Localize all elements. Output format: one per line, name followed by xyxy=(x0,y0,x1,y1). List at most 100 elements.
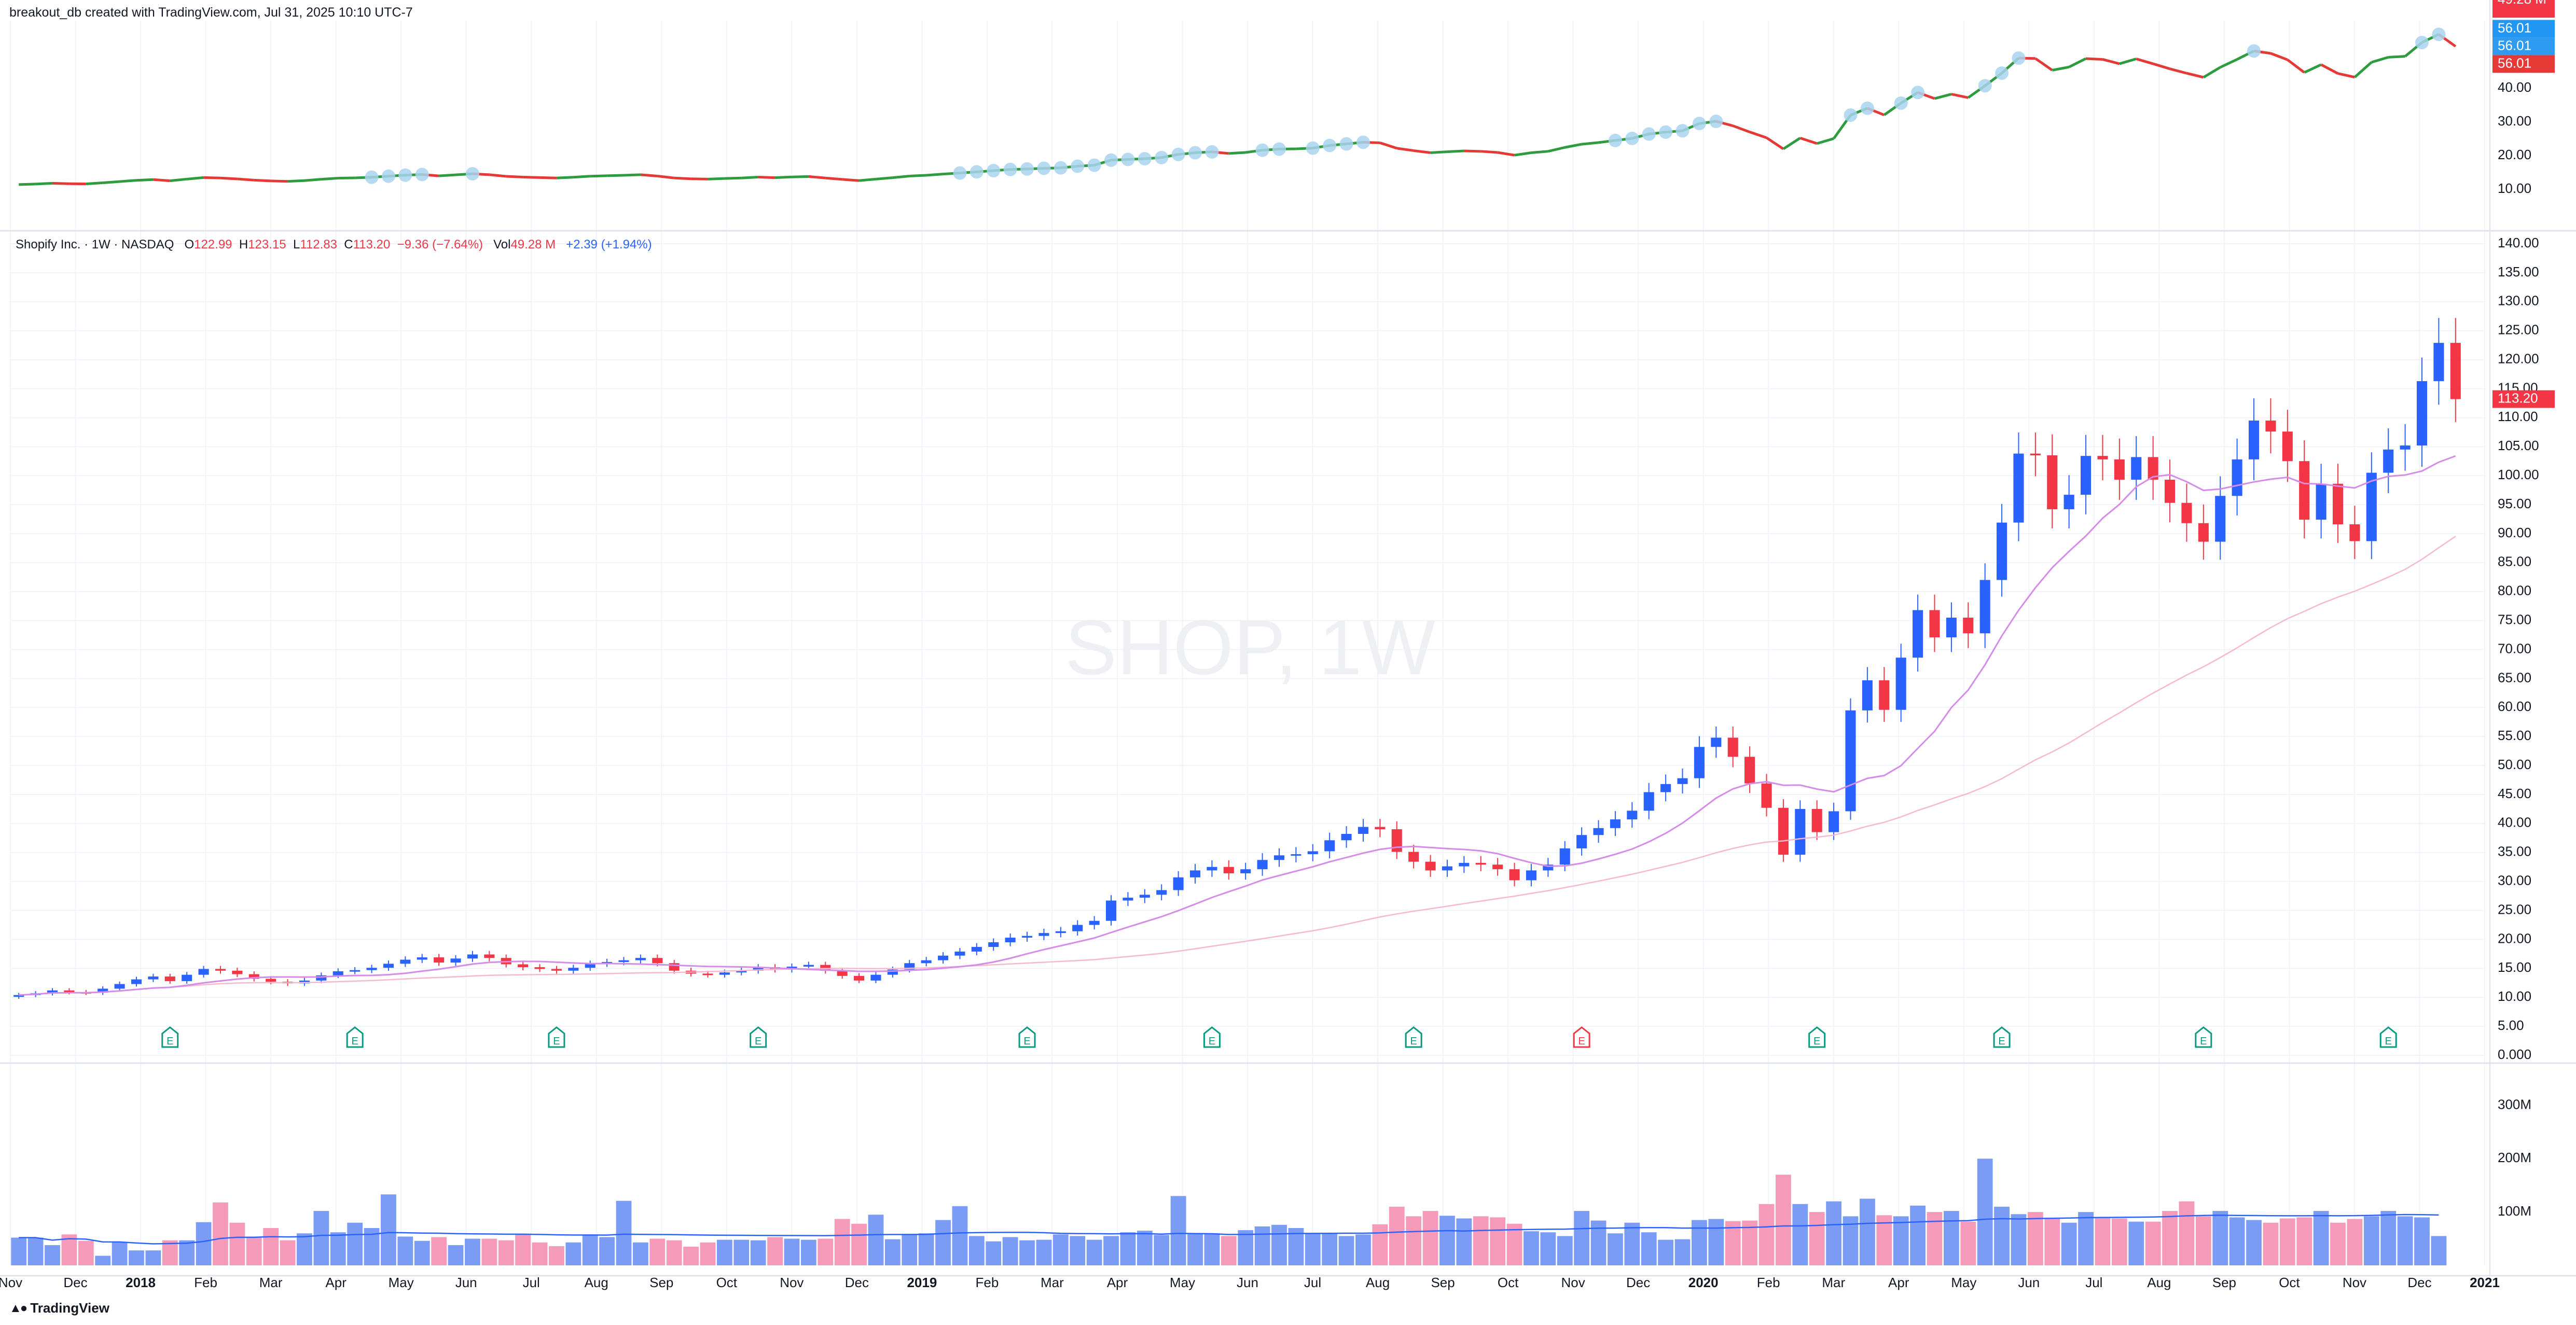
earnings-marker-label: E xyxy=(2200,1036,2207,1047)
rs-new-high-dot xyxy=(1978,79,1992,93)
rs-segment xyxy=(2353,61,2373,78)
time-tick-label: 2020 xyxy=(1688,1275,1719,1290)
candle xyxy=(1677,778,1688,784)
rs-segment xyxy=(2136,58,2154,65)
rs-segment xyxy=(321,177,338,181)
rs-new-high-dot xyxy=(1675,124,1689,138)
rs-segment xyxy=(2186,72,2204,79)
time-tick-label: May xyxy=(1951,1275,1976,1290)
candle xyxy=(1358,827,1369,834)
volume-axis[interactable]: 100M 200M 300M xyxy=(2498,1096,2531,1219)
volume-bar xyxy=(1439,1216,1455,1265)
rs-segment xyxy=(1732,124,1750,133)
volume-bar xyxy=(2431,1236,2447,1265)
candle xyxy=(1123,897,1133,901)
rs-segment xyxy=(103,180,120,184)
candle xyxy=(1509,869,1520,881)
tradingview-logo[interactable]: ▲● TradingView xyxy=(9,1300,109,1316)
price-tick-label: 65.00 xyxy=(2498,670,2531,685)
volume-bar xyxy=(1187,1233,1203,1265)
volume-bar xyxy=(1473,1216,1489,1265)
attribution-text: breakout_db created with TradingView.com… xyxy=(9,5,413,20)
time-tick-label: Dec xyxy=(1626,1275,1650,1290)
candle xyxy=(2181,503,2192,523)
candle xyxy=(1543,864,1554,871)
time-axis[interactable]: Nov Dec 2018 Feb Mar Apr May Jun Jul Aug Sep Oct Nov… xyxy=(0,1275,2500,1290)
rs-segment xyxy=(657,174,674,179)
volume-bar xyxy=(280,1240,296,1265)
candle xyxy=(383,964,394,968)
price-tick-label: 30.00 xyxy=(2498,873,2531,888)
rs-new-high-dot xyxy=(1911,86,1925,100)
time-tick-label: Jul xyxy=(2085,1275,2102,1290)
rs-segment xyxy=(2320,63,2339,75)
candle xyxy=(1913,610,1923,658)
time-tick-label: Sep xyxy=(649,1275,673,1290)
symbol-watermark: SHOP, 1W xyxy=(1065,604,1436,691)
candle xyxy=(417,957,427,960)
rs-segment xyxy=(2052,65,2070,72)
volume-bar xyxy=(1052,1234,1069,1265)
earnings-marker-label: E xyxy=(1023,1036,1030,1047)
rs-new-high-dot xyxy=(1087,158,1101,172)
candle xyxy=(1979,580,1990,634)
rs-segment xyxy=(2388,55,2405,59)
volume-bar xyxy=(549,1246,564,1265)
candle xyxy=(64,990,75,993)
candle xyxy=(2332,483,2344,525)
candle xyxy=(333,971,343,975)
rs-new-high-dot xyxy=(1995,66,2009,80)
rs-new-high-dot xyxy=(1205,145,1219,159)
volume-bar xyxy=(2414,1217,2430,1265)
candle xyxy=(954,951,965,956)
candle xyxy=(2282,431,2293,462)
volume-bar xyxy=(1758,1204,1775,1265)
rs-new-high-dot xyxy=(1121,152,1135,166)
rs-new-high-dot xyxy=(1323,138,1337,152)
rs-segment xyxy=(1430,150,1448,155)
volume-bar xyxy=(229,1222,245,1265)
earnings-marker-label: E xyxy=(2385,1036,2392,1047)
candle xyxy=(753,967,764,971)
candle xyxy=(551,969,562,971)
rs-segment xyxy=(237,177,254,182)
candle xyxy=(1963,618,1974,634)
tradingview-logo-text: TradingView xyxy=(30,1300,109,1316)
price-axis[interactable]: 0.000 5.00 10.00 15.00 20.00 25.00 30.00 35.00 4… xyxy=(2498,235,2539,1062)
rs-segment xyxy=(556,176,574,179)
candle xyxy=(1139,895,1150,898)
rs-segment xyxy=(2371,55,2389,64)
volume-bar xyxy=(1254,1226,1270,1265)
volume-bar xyxy=(2111,1218,2127,1265)
candle xyxy=(1879,680,1890,710)
candle xyxy=(434,957,445,963)
rs-new-high-dot xyxy=(970,165,984,179)
rs-segment xyxy=(1799,136,1818,145)
rs-new-high-dot xyxy=(415,168,429,182)
price-pane[interactable]: SHOP, 1W xyxy=(13,318,2461,999)
volume-bar xyxy=(78,1240,94,1265)
volume-tick-label: 300M xyxy=(2498,1096,2531,1112)
volume-bar xyxy=(683,1247,699,1265)
rs-segment xyxy=(1480,150,1498,154)
volume-bar xyxy=(616,1201,632,1265)
candle xyxy=(1811,808,1822,832)
candle xyxy=(484,954,495,958)
volume-bar xyxy=(1070,1236,1086,1265)
rs-segment xyxy=(19,183,36,186)
symbol-legend[interactable]: Shopify Inc. · 1W · NASDAQ O122.99 H123.… xyxy=(16,238,652,252)
volume-bar xyxy=(1086,1239,1102,1265)
legend-vol: 49.28 M xyxy=(510,238,556,252)
time-tick-label: Feb xyxy=(194,1275,217,1290)
volume-bar xyxy=(1456,1218,1472,1265)
rs-segment xyxy=(741,176,758,179)
volume-bar xyxy=(1238,1230,1254,1265)
rs-segment xyxy=(287,179,305,183)
pane-dividers[interactable] xyxy=(0,0,2576,1277)
rs-new-high-dot xyxy=(1020,162,1034,176)
candle xyxy=(1257,860,1268,870)
volume-bar xyxy=(414,1240,430,1265)
candle xyxy=(2063,495,2074,509)
